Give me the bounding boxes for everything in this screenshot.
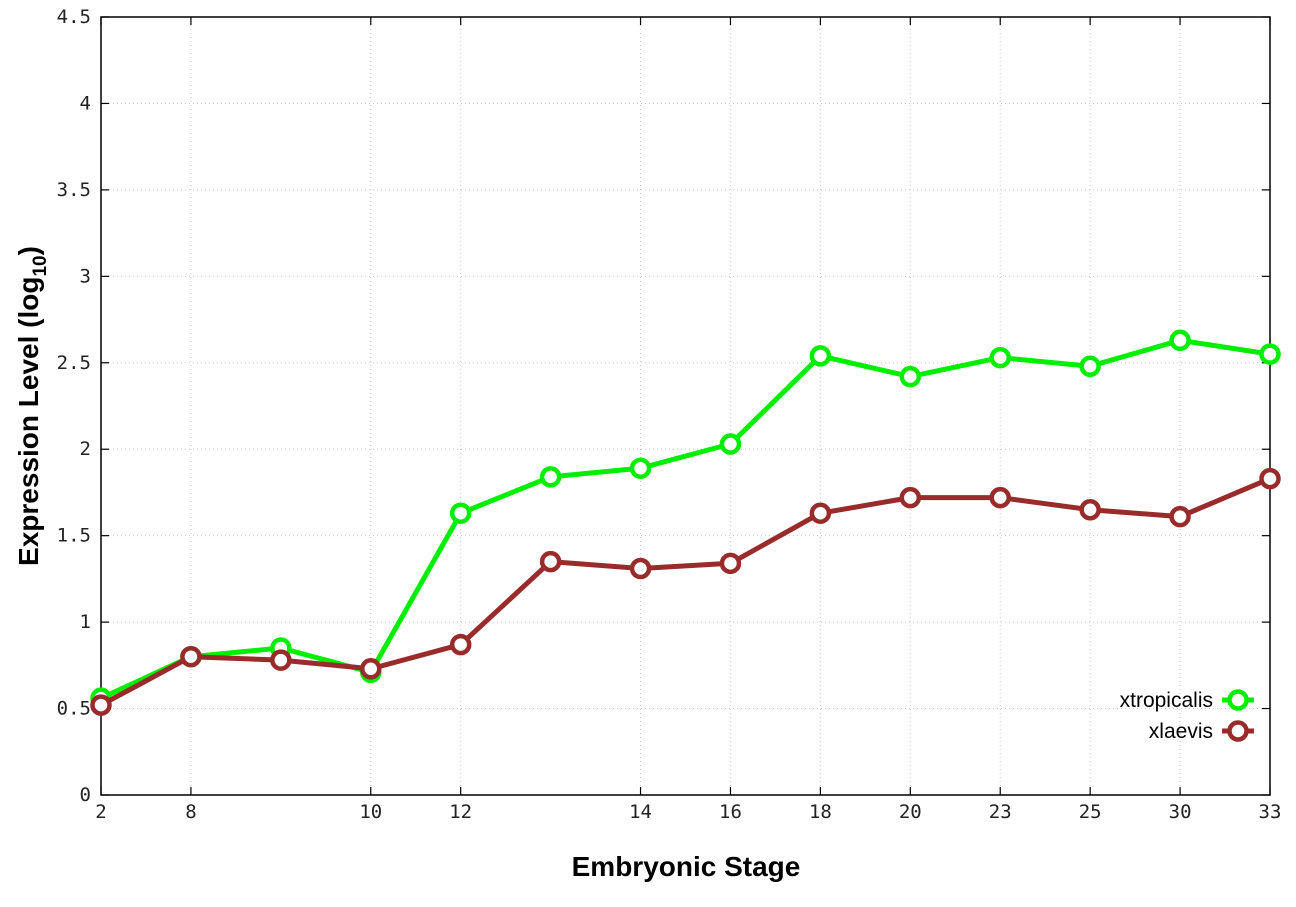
x-tick-label: 18 xyxy=(809,801,832,823)
legend-item-xtropicalis: xtropicalis xyxy=(1120,689,1254,712)
data-point xyxy=(360,658,382,680)
y-tick-label: 2 xyxy=(80,438,91,460)
data-point xyxy=(629,457,652,479)
x-tick-label: 33 xyxy=(1259,801,1282,823)
y-tick-label: 1 xyxy=(80,611,91,633)
y-tick-label: 4 xyxy=(80,92,91,114)
grid-lines xyxy=(101,17,1270,795)
data-point xyxy=(539,466,562,488)
data-point xyxy=(270,649,292,671)
x-tick-label: 12 xyxy=(449,801,472,823)
data-point xyxy=(1169,505,1191,528)
axis-ticks: 0 0.5 1 1.5 2 2.5 3 3.5 4 4.5 2 8 10 12 14 16 18 20 23 25 30… xyxy=(57,6,1282,823)
y-axis-title-close: ) xyxy=(13,246,44,255)
legend-label: xlaevis xyxy=(1149,720,1213,743)
y-axis-title-subscript: 10 xyxy=(30,255,51,276)
legend-swatch-marker xyxy=(1227,689,1249,711)
x-tick-label: 23 xyxy=(989,801,1012,823)
data-point xyxy=(899,365,922,388)
series-line xyxy=(99,337,1271,701)
data-point xyxy=(449,502,472,524)
data-point xyxy=(1079,355,1101,377)
series-xlaevis xyxy=(90,467,1281,716)
data-point xyxy=(90,694,112,716)
data-point xyxy=(1259,467,1281,490)
data-point xyxy=(719,552,742,575)
y-tick-label: 1.5 xyxy=(57,525,91,547)
series-xtropicalis xyxy=(90,329,1281,709)
data-point xyxy=(1169,329,1191,352)
x-tick-label: 20 xyxy=(899,801,922,823)
legend-label: xtropicalis xyxy=(1120,689,1213,712)
x-tick-label: 30 xyxy=(1169,801,1192,823)
y-tick-label: 3 xyxy=(80,265,91,287)
x-tick-label: 2 xyxy=(95,801,106,823)
x-tick-label: 14 xyxy=(629,801,652,823)
x-tick-label: 10 xyxy=(359,801,382,823)
data-point xyxy=(809,502,832,524)
y-tick-label: 4.5 xyxy=(57,6,91,28)
y-tick-label: 2.5 xyxy=(57,352,91,374)
legend: xtropicalis xlaevis xyxy=(1120,689,1254,743)
y-axis-title: Expression Level (log10) xyxy=(13,246,51,566)
x-axis-title: Embryonic Stage xyxy=(572,851,801,882)
data-point xyxy=(539,550,562,573)
data-point xyxy=(809,345,832,367)
data-point xyxy=(180,645,202,668)
y-tick-label: 0 xyxy=(80,784,91,806)
x-tick-label: 25 xyxy=(1079,801,1102,823)
plot-frame xyxy=(100,16,1271,796)
data-point xyxy=(989,486,1011,509)
data-point xyxy=(629,557,652,580)
y-axis-title-main: Expression Level (log xyxy=(13,277,44,566)
legend-item-xlaevis: xlaevis xyxy=(1149,720,1254,743)
y-tick-label: 3.5 xyxy=(57,179,91,201)
data-point xyxy=(1079,498,1101,521)
data-point xyxy=(899,486,922,509)
data-point xyxy=(719,433,742,455)
data-point xyxy=(449,633,472,656)
x-tick-label: 16 xyxy=(719,801,742,823)
series-line xyxy=(99,476,1271,708)
series-layer xyxy=(90,329,1281,716)
data-point xyxy=(989,346,1011,369)
legend-swatch-marker xyxy=(1227,720,1249,742)
y-tick-label: 0.5 xyxy=(57,698,91,720)
data-point xyxy=(1259,343,1281,365)
x-tick-label: 8 xyxy=(185,801,196,823)
